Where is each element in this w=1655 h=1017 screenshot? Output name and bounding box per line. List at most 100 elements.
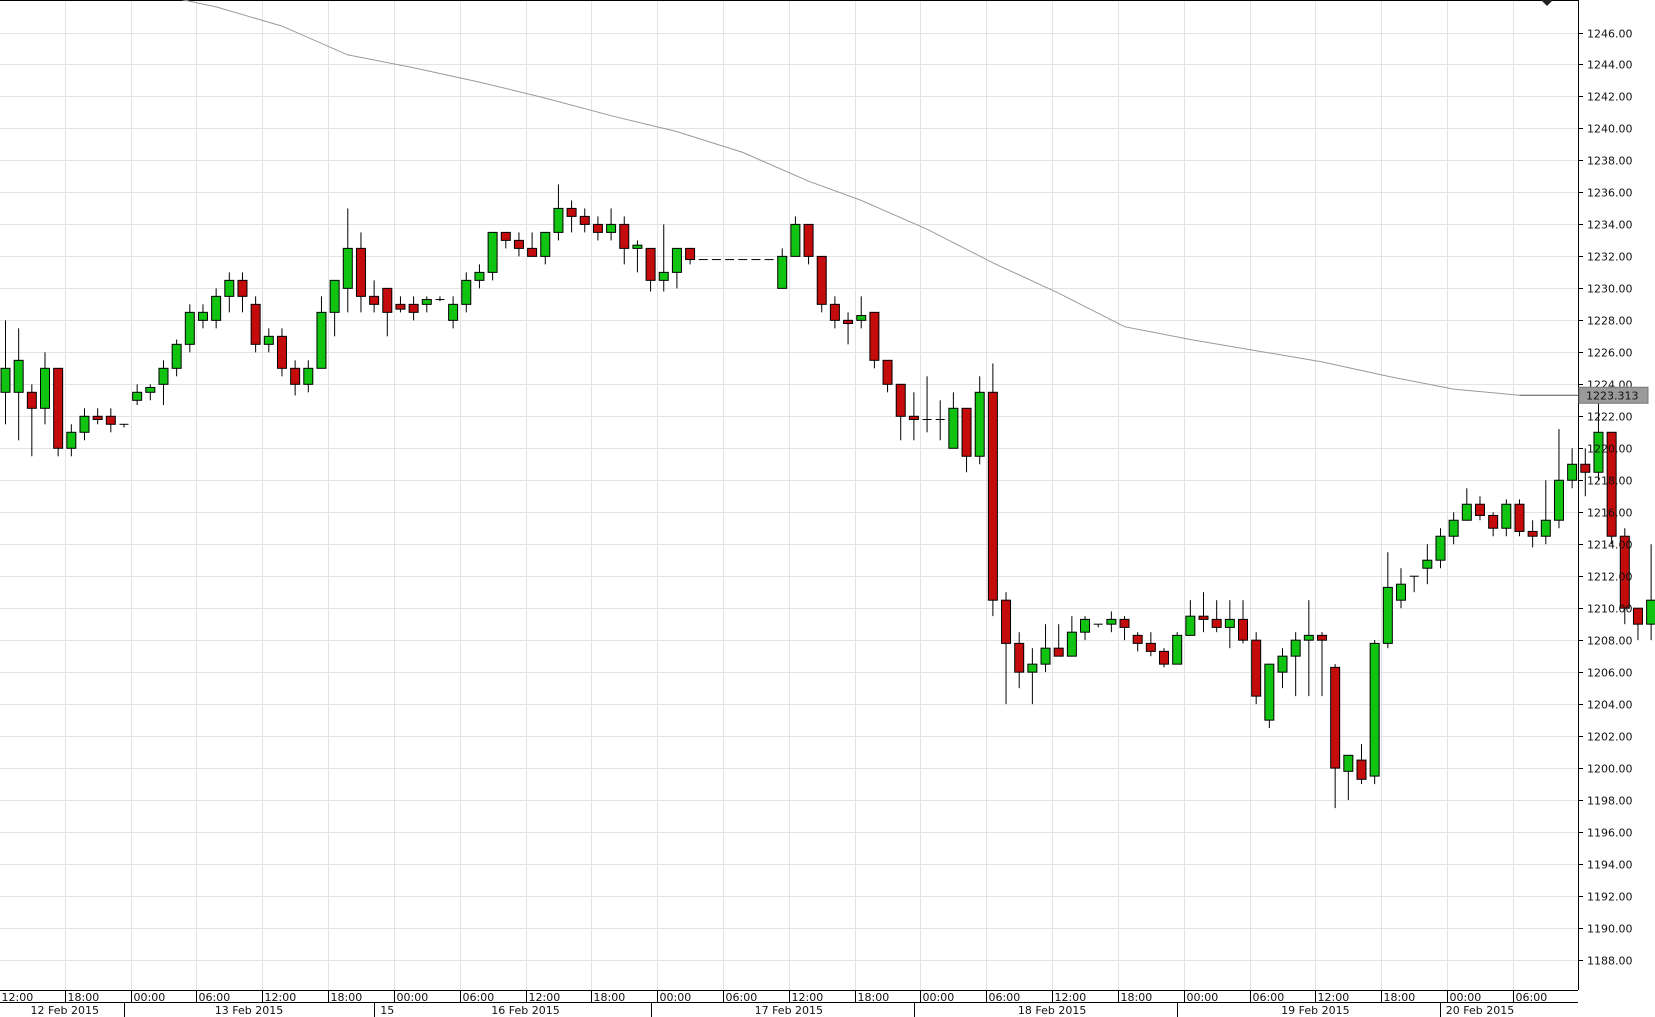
date-label: 15 [380,1004,394,1017]
candle [145,384,156,401]
candle-body [342,247,353,289]
candle [1053,624,1064,657]
y-tick-label: 1212.00 [1587,571,1633,584]
candle [592,216,603,241]
candle [1606,431,1617,545]
date-label: 13 Feb 2015 [215,1004,283,1017]
candle-body [645,247,656,281]
candle [0,320,11,425]
candle-body [606,223,617,233]
candle-body [1514,503,1525,532]
candle-body [1382,586,1393,644]
candle [1014,632,1025,689]
candle-body [1185,615,1196,636]
candle-body [250,303,261,345]
candle [395,296,406,313]
candle-body [237,279,248,297]
y-tick-label: 1240.00 [1587,123,1633,136]
candle [197,304,208,329]
x-tick-label: 12:00 [1318,991,1350,1004]
candle [1567,448,1578,489]
candle-body [1053,647,1064,657]
candle [276,328,287,377]
candle-body [53,367,64,449]
candle-body [474,271,485,281]
candle [948,392,959,449]
candle [1277,648,1288,689]
candle-body [829,303,840,321]
candle [1501,499,1512,537]
candle-body [671,247,682,273]
candle-body [540,231,551,257]
date-label: 17 Feb 2015 [755,1004,823,1017]
candle [1382,552,1393,649]
candle [777,248,788,289]
candle-body [1422,559,1433,569]
y-tick-label: 1236.00 [1587,187,1633,200]
candle-body [1540,519,1551,537]
candle-body [592,223,603,233]
candle [974,376,985,465]
y-tick-label: 1208.00 [1587,635,1633,648]
candle [1632,607,1643,641]
candle [527,232,538,257]
candle [408,296,419,321]
x-axis: 12:00 18:00 00:00 06:00 12:00 18:00 00:00 06:00… [0,990,1578,1017]
candle [1317,632,1327,697]
candle [790,216,801,257]
candle-body [1474,503,1485,516]
candle [303,360,314,393]
candle [237,272,248,313]
date-label: 18 Feb 2015 [1018,1004,1086,1017]
candle-body [92,415,103,420]
candle-body [1238,618,1249,641]
y-tick-label: 1214.00 [1587,539,1633,552]
y-tick-label: 1242.00 [1587,91,1633,104]
candle-body [685,247,696,261]
candle [1409,575,1419,593]
candle-body [1501,503,1512,529]
candle-body [987,391,998,601]
candle [540,231,551,265]
candle-body [513,239,524,249]
current-price-label: 1223.313 [1586,389,1639,402]
x-tick-label: 18:00 [1384,991,1416,1004]
y-tick-label: 1238.00 [1587,155,1633,168]
candle [645,247,656,292]
candle-body [553,207,564,233]
candle-body [1593,431,1604,473]
x-tick-label: 18:00 [594,991,626,1004]
candle [1185,600,1196,636]
date-label: 20 Feb 2015 [1446,1004,1514,1017]
candle [1488,512,1499,537]
x-tick-label: 12:00 [792,991,824,1004]
candle [1066,616,1077,657]
candle [421,296,432,313]
candle-body [527,247,538,257]
candle-body [566,207,577,217]
candle-body [1448,519,1459,537]
candle-body [1198,615,1209,620]
candle-body [1224,618,1235,628]
x-tick-label: 06:00 [726,991,758,1004]
candle [487,231,498,281]
candle [1001,592,1012,705]
candle [26,384,37,457]
scroll-marker-icon[interactable] [1541,0,1553,6]
candle-body [1119,618,1130,628]
y-tick-label: 1228.00 [1587,315,1633,328]
candle [553,184,564,241]
candle [1619,528,1630,625]
candle [474,264,485,289]
candle [1119,616,1130,641]
candle [816,255,827,313]
candle-body [263,335,274,345]
candle [66,424,77,457]
x-tick-label: 00:00 [1450,991,1482,1004]
y-tick-label: 1202.00 [1587,731,1633,744]
x-tick-label: 12:00 [2,991,34,1004]
x-tick-label: 12:00 [1055,991,1087,1004]
candle [1580,448,1591,497]
candle [369,280,380,313]
candle [1448,512,1459,545]
